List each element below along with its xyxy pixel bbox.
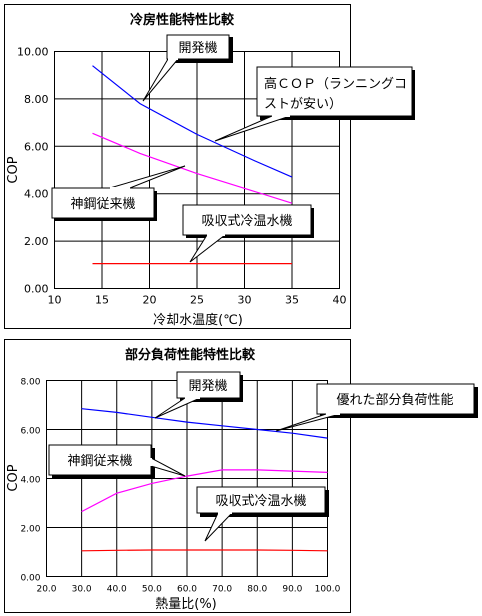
- chart-1-callout-high-cop-line-1: 高ＣＯＰ（ランニングコ: [264, 76, 407, 92]
- chart-1-x-tick-label: 10: [48, 294, 62, 307]
- chart-1-y-tick-label: 0.00: [24, 283, 49, 296]
- chart-1-x-tick-labels: 10 15 20 25 30 35 40: [48, 294, 347, 307]
- chart-1-callout-development-text: 開発機: [178, 41, 217, 56]
- chart-2-y-tick-label: 2.00: [20, 525, 40, 535]
- chart-2-x-tick-label: 20.0: [36, 585, 56, 595]
- chart-2-series-line-1: [81, 408, 328, 439]
- chart-1-series: [92, 65, 293, 265]
- chart-1-y-axis-label: COP: [6, 156, 21, 183]
- chart-1-x-tick-label: 35: [285, 294, 299, 307]
- chart-2-callout-part-load-text: 優れた部分負荷性能: [336, 393, 453, 408]
- chart-1-x-axis-label: 冷却水温度(℃): [153, 312, 243, 328]
- chart-2-x-tick-label: 40.0: [107, 585, 127, 595]
- chart-1-x-tick-label: 30: [238, 294, 252, 307]
- chart-2-series-line-3: [81, 549, 328, 552]
- chart-1-y-tick-label: 2.00: [24, 235, 49, 248]
- chart-2-x-tick-label: 90.0: [282, 585, 302, 595]
- chart-2: 部分負荷性能特性比較 0.00 2.00 4.00 6.00 8.00 20.0 30.0…: [4, 339, 478, 613]
- chart-2-series: [81, 408, 328, 552]
- chart-1-x-tick-label: 15: [95, 294, 109, 307]
- chart-2-title: 部分負荷性能特性比較: [125, 347, 256, 363]
- chart-1-callout-high-cop-line-2: ストが安い）: [264, 97, 342, 112]
- chart-2-y-tick-label: 4.00: [20, 476, 40, 486]
- chart-1-y-tick-labels: 0.00 2.00 4.00 6.00 8.00 10.00: [17, 46, 49, 296]
- chart-1-y-tick-label: 8.00: [24, 93, 49, 106]
- chart-2-x-tick-label: 60.0: [177, 585, 197, 595]
- chart-2-callout-part-load: 優れた部分負荷性能: [275, 383, 478, 432]
- chart-1-callout-conventional: 神鋼従来機: [51, 165, 186, 221]
- chart-1-title: 冷房性能特性比較: [130, 12, 235, 28]
- chart-2-y-tick-label: 8.00: [20, 378, 40, 388]
- chart-2-x-tick-label: 70.0: [212, 585, 232, 595]
- chart-1-x-tick-label: 25: [190, 294, 204, 307]
- chart-1-y-tick-label: 4.00: [24, 188, 49, 201]
- chart-2-callout-conventional-text: 神鋼従来機: [67, 454, 132, 469]
- chart-2-callout-absorption-text: 吸収式冷温水機: [215, 494, 306, 509]
- chart-2-x-tick-label: 80.0: [247, 585, 267, 595]
- chart-1-callout-absorption-text: 吸収式冷温水機: [201, 214, 292, 229]
- chart-2-callout-conventional: 神鋼従来機: [48, 444, 186, 478]
- chart-1: 冷房性能特性比較 0.00 2.00 4.00 6.00 8.00 10.00 10 15 2…: [4, 4, 415, 329]
- chart-2-callout-development-text: 開発機: [188, 379, 227, 394]
- chart-2-x-tick-labels: 20.0 30.0 40.0 50.0 60.0 70.0 80.0 90.0 100.0: [36, 585, 340, 595]
- chart-2-y-tick-label: 6.00: [20, 427, 40, 437]
- chart-2-x-tick-label: 50.0: [142, 585, 162, 595]
- chart-2-y-tick-label: 0.00: [20, 574, 40, 584]
- chart-1-callout-high-cop: 高ＣＯＰ（ランニングコ ストが安い）: [214, 66, 415, 142]
- chart-2-x-tick-label: 100.0: [315, 585, 341, 595]
- chart-2-x-tick-label: 30.0: [72, 585, 92, 595]
- chart-1-y-tick-label: 10.00: [17, 46, 49, 59]
- chart-2-callout-absorption: 吸収式冷温水機: [196, 486, 329, 542]
- chart-2-callout-development: 開発機: [154, 371, 243, 419]
- chart-1-y-tick-label: 6.00: [24, 140, 49, 153]
- chart-1-callout-conventional-text: 神鋼従来機: [70, 197, 135, 212]
- chart-2-y-tick-labels: 0.00 2.00 4.00 6.00 8.00: [20, 378, 40, 584]
- chart-2-y-axis-label: COP: [6, 464, 21, 491]
- chart-1-x-tick-label: 20: [143, 294, 157, 307]
- chart-1-callout-absorption: 吸収式冷温水機: [182, 204, 314, 263]
- chart-1-series-line-2: [92, 132, 293, 204]
- chart-2-series-line-2: [81, 469, 328, 513]
- chart-2-x-axis-label: 熱量比(%): [155, 597, 217, 612]
- chart-1-x-tick-label: 40: [333, 294, 347, 307]
- chart-1-series-line-1: [92, 65, 293, 178]
- chart-1-callout-development: 開発機: [142, 34, 233, 102]
